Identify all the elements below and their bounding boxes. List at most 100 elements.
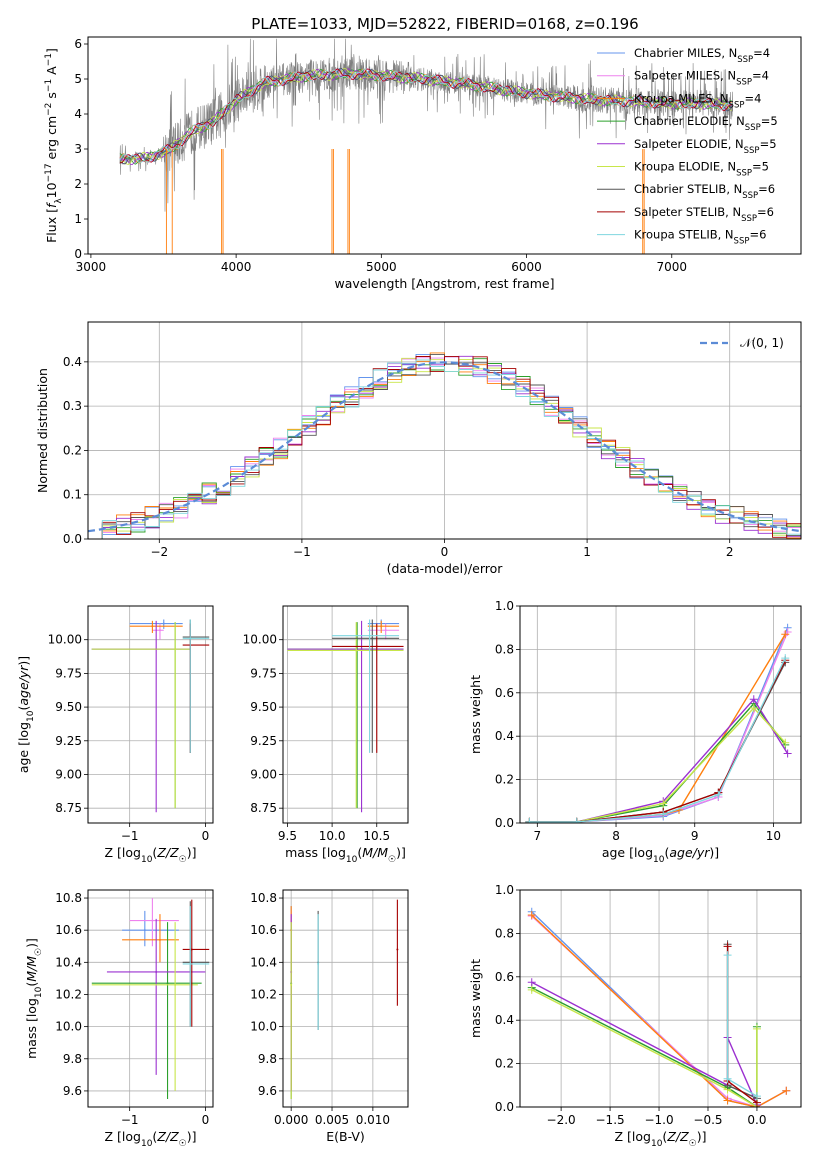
- masked-region: [642, 149, 645, 254]
- plot-area: [88, 322, 801, 539]
- x-tick-label: −2: [150, 545, 168, 559]
- data-point: [371, 637, 374, 640]
- panel-residuals: −2 −1 0 1 2 0.0 0.1 0.2 0.3 0.4 (data-model)/error…: [35, 321, 802, 576]
- weight-marker: [749, 695, 758, 704]
- legend-value: =4: [752, 69, 769, 83]
- y-tick-label: 9.25: [55, 734, 82, 748]
- weight-marker: [749, 703, 758, 712]
- x-axis-label: Z [log10(Z/Z☉)]: [105, 845, 197, 865]
- y-tick-label: 9.00: [250, 767, 277, 781]
- weight-marker: [781, 654, 790, 663]
- y-tick-label: 0.3: [63, 399, 82, 413]
- y-tick-label: 5: [74, 72, 82, 86]
- x-axis-label: age [log10(age/yr)]: [602, 845, 719, 865]
- masked-region: [331, 149, 334, 254]
- x-tick-label: 9.5: [278, 829, 297, 843]
- y-tick-label: 2: [74, 177, 82, 191]
- y-tick-label: 10.4: [55, 955, 82, 969]
- x-tick-label: 10.0: [319, 829, 346, 843]
- weight-marker: [659, 799, 668, 808]
- weight-marker: [527, 910, 536, 919]
- legend-label: Salpeter MILES, N: [634, 69, 736, 83]
- axes-frame: [282, 605, 409, 824]
- legend-value: =5: [752, 160, 769, 174]
- legend-entry: Kroupa MILES, NSSP=4: [634, 91, 761, 110]
- data-point: [190, 948, 193, 951]
- label-part: 10: [651, 1139, 663, 1149]
- label-part: Z [log: [105, 845, 141, 860]
- y-tick-label: 8.75: [55, 801, 82, 815]
- label-part: age/yr: [669, 845, 710, 860]
- legend-entry: Kroupa ELODIE, NSSP=5: [634, 160, 769, 179]
- y-tick-label: 0: [74, 247, 82, 261]
- label-part: Z/Z: [156, 1129, 179, 1144]
- label-part: −1: [44, 53, 54, 66]
- label-part: ☉: [179, 1139, 187, 1149]
- y-tick-label: 1.0: [495, 883, 514, 897]
- data-point: [151, 919, 154, 922]
- label-part: age/yr: [16, 665, 31, 706]
- label-part: )]: [16, 656, 31, 666]
- label-part: (: [16, 706, 31, 711]
- y-tick-label: 9.8: [258, 1052, 277, 1066]
- y-tick-label: 10.6: [55, 923, 82, 937]
- plot-area: [88, 890, 213, 1107]
- data-point: [384, 629, 387, 632]
- legend-label: Kroupa ELODIE, N: [634, 160, 736, 174]
- x-tick-label: −1.5: [596, 1113, 625, 1127]
- weight-marker: [723, 1096, 732, 1105]
- weight-marker: [527, 985, 536, 994]
- y-tick-label: 10.8: [250, 891, 277, 905]
- data-point: [162, 622, 165, 625]
- weight-marker: [752, 1092, 761, 1101]
- figure-title: PLATE=1033, MJD=52822, FIBERID=0168, z=0…: [251, 15, 638, 33]
- weight-marker: [572, 817, 581, 823]
- legend-sub: SSP: [737, 55, 753, 65]
- data-point: [174, 983, 177, 986]
- x-axis-label: Z [log10(Z/Z☉)]: [105, 1129, 197, 1149]
- x-tick-label: 3000: [76, 260, 107, 274]
- y-tick-label: 10.2: [250, 987, 277, 1001]
- data-point: [368, 634, 371, 637]
- spectrum-model-line-4: [119, 68, 732, 165]
- data-point: [174, 648, 177, 651]
- legend-sub: SSP: [736, 78, 752, 88]
- x-axis-label: wavelength [Angstrom, rest frame]: [334, 276, 554, 291]
- plot-area: [88, 606, 213, 823]
- histogram-series-8: [88, 356, 801, 539]
- x-tick-label: 1: [583, 545, 591, 559]
- label-part: )]: [396, 845, 406, 860]
- data-point: [375, 645, 378, 648]
- axes-frame: [87, 605, 214, 824]
- x-tick-label: 0.010: [356, 1113, 390, 1127]
- data-point: [151, 625, 154, 628]
- axes-frame: [87, 889, 214, 1108]
- legend-sub: SSP: [736, 169, 752, 179]
- y-tick-label: 9.8: [63, 1052, 82, 1066]
- histogram-series-9: [88, 359, 801, 539]
- y-tick-label: 0.4: [495, 729, 514, 743]
- x-tick-label: −1.0: [644, 1113, 673, 1127]
- x-tick-label: 0: [202, 829, 210, 843]
- y-tick-label: 9.50: [55, 700, 82, 714]
- label-part: λ: [54, 198, 64, 204]
- label-part: A: [44, 66, 59, 79]
- label-part: Z [log: [105, 1129, 141, 1144]
- y-tick-label: 0.0: [495, 1100, 514, 1114]
- plot-area: [520, 890, 801, 1107]
- label-part: Z/Z: [666, 1129, 689, 1144]
- weight-marker: [723, 1074, 732, 1083]
- label-part: 10: [346, 855, 358, 865]
- y-tick-label: 4: [74, 107, 82, 121]
- data-point: [158, 629, 161, 632]
- y-tick-label: 0.2: [495, 773, 514, 787]
- y-axis-label: mass [log10(M/M☉)]: [24, 938, 44, 1059]
- spectrum-model-line-9: [119, 68, 732, 164]
- panel-spectrum: 3000 4000 5000 6000 7000 0 1 2 3 4 5 6 wavelength [A…: [44, 36, 802, 291]
- label-part: 10: [34, 986, 44, 998]
- x-tick-label: 9: [691, 829, 699, 843]
- data-point: [317, 962, 320, 965]
- legend-entry: Salpeter MILES, NSSP=4: [634, 69, 769, 88]
